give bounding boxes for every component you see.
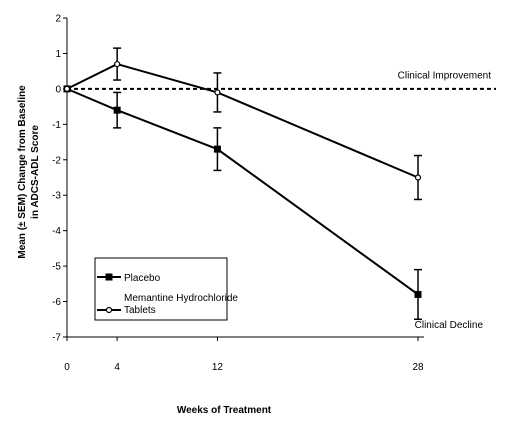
x-axis-title: Weeks of Treatment [177, 405, 272, 416]
series-0 [63, 85, 422, 321]
annotation-clinical-decline: Clinical Decline [415, 320, 484, 331]
data-point [214, 89, 221, 96]
x-tick-label: 0 [64, 362, 70, 373]
series-line [66, 63, 419, 179]
legend-marker-memantine [105, 306, 113, 314]
data-point [113, 106, 121, 114]
data-point [63, 85, 71, 92]
y-tick-label: -7 [52, 333, 61, 344]
y-tick-label: -6 [52, 297, 61, 308]
y-tick-label: -3 [52, 191, 61, 202]
legend-marker-placebo [105, 273, 113, 281]
y-axis-title-line1: Mean (± SEM) Change from Baseline [17, 85, 28, 259]
y-axis-title-line2: in ADCS-ADL Score [30, 125, 41, 219]
series-1 [63, 47, 422, 201]
x-tick-label: 12 [212, 362, 224, 373]
y-tick-label: -5 [52, 262, 61, 273]
x-ticks: 0 4 12 28 [64, 337, 424, 373]
legend-label-placebo: Placebo [124, 273, 161, 284]
y-tick-label: -1 [52, 120, 61, 131]
data-point [414, 174, 422, 181]
legend: Placebo Memantine Hydrochloride Tablets [94, 257, 238, 321]
y-axis-title: Mean (± SEM) Change from Baseline in ADC… [17, 85, 41, 259]
annotation-clinical-improvement: Clinical Improvement [398, 70, 492, 81]
y-tick-label: 2 [55, 14, 61, 25]
legend-label-memantine-line2: Tablets [124, 305, 156, 316]
axes [66, 18, 424, 338]
series-group [63, 47, 422, 321]
y-tick-label: 1 [55, 49, 61, 60]
y-tick-label: 0 [55, 84, 61, 95]
data-point [114, 60, 121, 68]
legend-label-memantine-line1: Memantine Hydrochloride [124, 293, 238, 304]
data-point [414, 290, 422, 298]
data-point [213, 145, 221, 153]
y-tick-label: -2 [52, 155, 61, 166]
x-tick-label: 4 [114, 362, 120, 373]
y-ticks: 2 1 0 -1 -2 -3 -4 -5 -6 -7 [52, 14, 67, 344]
x-tick-label: 28 [412, 362, 424, 373]
y-tick-label: -4 [52, 226, 61, 237]
series-line [66, 87, 419, 296]
